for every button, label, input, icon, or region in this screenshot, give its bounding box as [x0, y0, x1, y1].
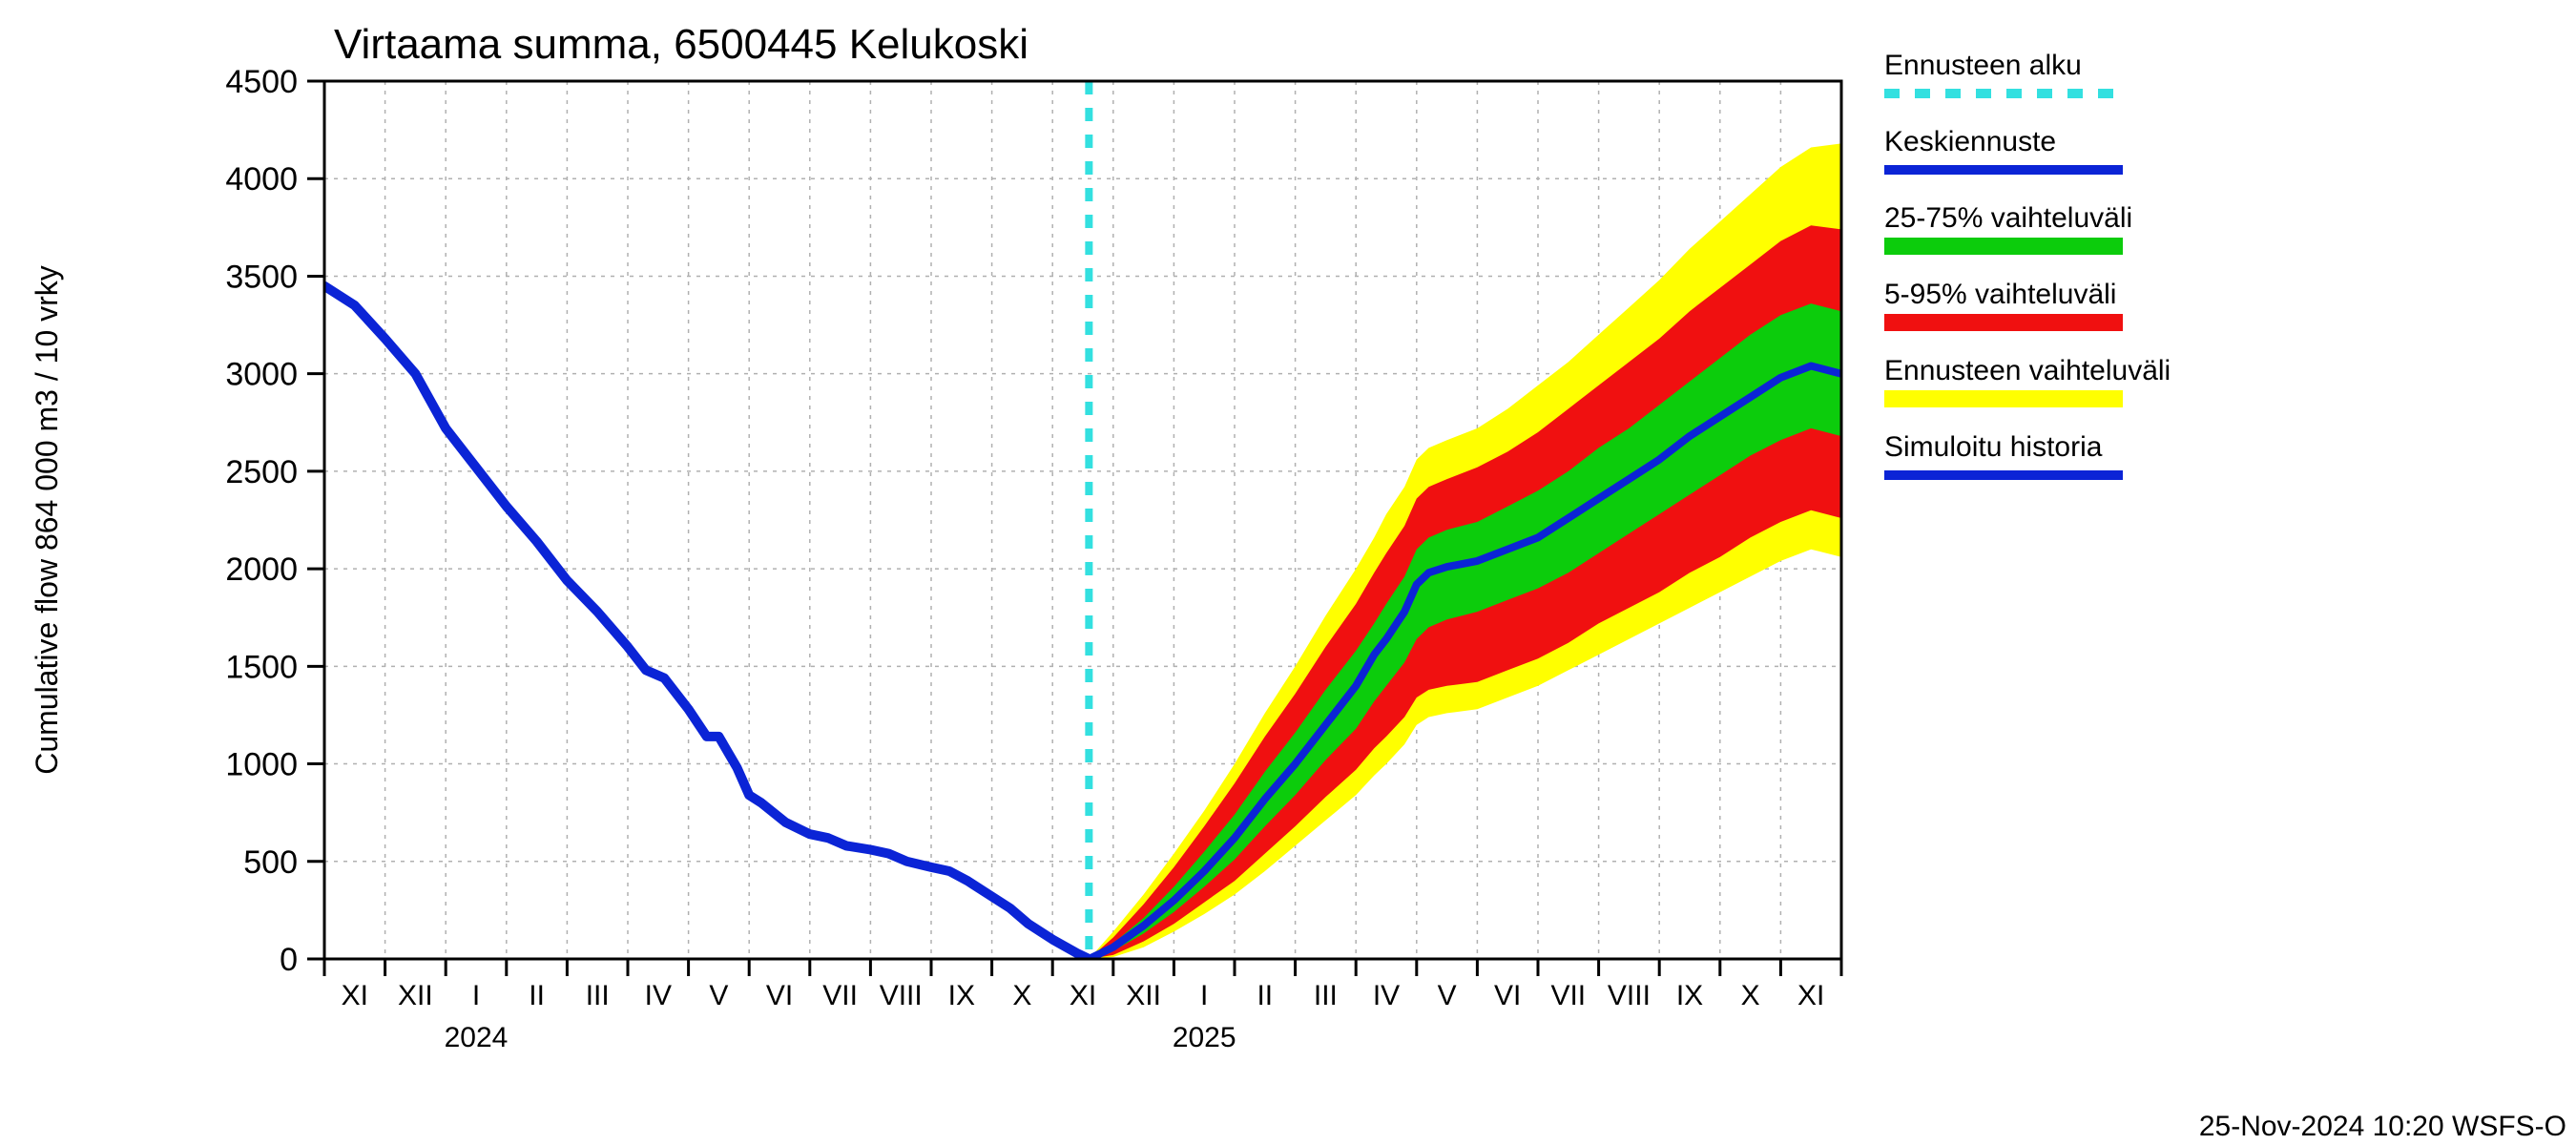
x-month-label: XII	[1126, 980, 1161, 1011]
x-month-label: II	[529, 980, 545, 1011]
legend-swatch	[1884, 390, 2123, 407]
x-month-label: VI	[766, 980, 793, 1011]
x-month-label: VII	[1550, 980, 1586, 1011]
y-axis-label: Cumulative flow 864 000 m3 / 10 vrky	[30, 265, 64, 775]
legend-item-label: Ennusteen vaihteluväli	[1884, 355, 2171, 386]
y-tick-label: 0	[280, 942, 298, 978]
x-month-label: IX	[948, 980, 975, 1011]
x-month-label: V	[709, 980, 728, 1011]
legend-item-label: Simuloitu historia	[1884, 431, 2103, 463]
y-tick-label: 2000	[225, 552, 298, 588]
chart-title: Virtaama summa, 6500445 Kelukoski	[334, 21, 1028, 68]
x-month-label: V	[1438, 980, 1457, 1011]
x-month-label: VI	[1494, 980, 1521, 1011]
y-tick-label: 4000	[225, 161, 298, 198]
x-month-label: IX	[1676, 980, 1703, 1011]
x-month-label: I	[472, 980, 480, 1011]
x-month-label: I	[1200, 980, 1208, 1011]
x-month-label: II	[1257, 980, 1273, 1011]
legend-item-label: Keskiennuste	[1884, 126, 2056, 157]
x-month-label: IV	[1373, 980, 1400, 1011]
chart-container: 050010001500200025003000350040004500XIXI…	[0, 0, 2576, 1145]
x-month-label: VIII	[1608, 980, 1651, 1011]
y-tick-label: 3500	[225, 259, 298, 295]
x-month-label: VII	[822, 980, 858, 1011]
y-tick-label: 1500	[225, 649, 298, 685]
x-month-label: XI	[1070, 980, 1096, 1011]
chart-footer: 25-Nov-2024 10:20 WSFS-O	[2199, 1111, 2566, 1142]
y-tick-label: 3000	[225, 357, 298, 393]
x-month-label: XI	[1797, 980, 1824, 1011]
x-year-label: 2024	[445, 1022, 509, 1053]
x-month-label: IV	[645, 980, 672, 1011]
x-month-label: III	[1314, 980, 1338, 1011]
x-month-label: XI	[342, 980, 368, 1011]
legend-swatch	[1884, 238, 2123, 255]
y-tick-label: 500	[243, 844, 298, 881]
x-month-label: X	[1012, 980, 1031, 1011]
legend-item-label: Ennusteen alku	[1884, 50, 2082, 81]
y-tick-label: 2500	[225, 454, 298, 490]
x-year-label: 2025	[1173, 1022, 1236, 1053]
legend-item-label: 5-95% vaihteluväli	[1884, 279, 2116, 310]
chart-svg: 050010001500200025003000350040004500XIXI…	[0, 0, 2576, 1145]
x-month-label: VIII	[880, 980, 923, 1011]
x-month-label: X	[1741, 980, 1760, 1011]
legend-item-label: 25-75% vaihteluväli	[1884, 202, 2132, 234]
legend-swatch	[1884, 314, 2123, 331]
x-month-label: III	[586, 980, 610, 1011]
x-month-label: XII	[398, 980, 433, 1011]
y-tick-label: 4500	[225, 64, 298, 100]
y-tick-label: 1000	[225, 747, 298, 783]
